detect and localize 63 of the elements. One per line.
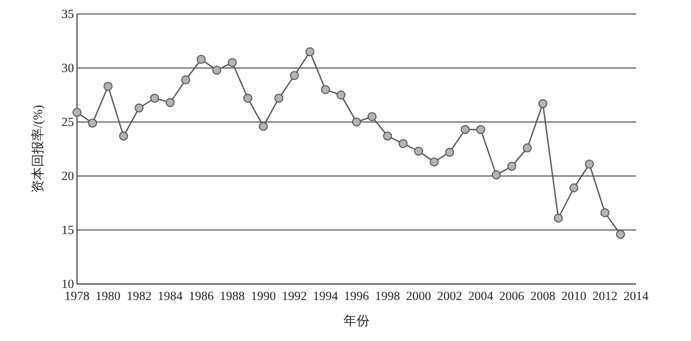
x-tick-label: 1978 [64, 289, 90, 303]
point [104, 82, 113, 91]
point [492, 170, 501, 180]
point [290, 71, 299, 80]
point [134, 103, 144, 112]
point [383, 132, 392, 141]
y-axis-title: 资本回报率/(%) [30, 104, 45, 194]
point [538, 99, 548, 108]
point [305, 47, 314, 56]
x-tick-label: 1988 [220, 289, 245, 303]
x-tick-label: 1982 [126, 289, 152, 303]
point [258, 122, 268, 131]
point [507, 162, 516, 171]
x-tick-label: 2002 [437, 289, 462, 303]
point [414, 146, 424, 156]
point [398, 139, 408, 148]
point [150, 94, 160, 103]
x-tick-label: 2012 [592, 289, 618, 303]
x-tick-label: 2008 [530, 289, 556, 303]
x-tick-label: 2000 [406, 289, 432, 303]
point [72, 108, 82, 117]
point [368, 112, 377, 122]
x-tick-label: 2006 [499, 289, 524, 303]
x-tick-label: 1984 [158, 289, 184, 303]
point [476, 125, 486, 134]
point [212, 66, 222, 75]
x-tick-label: 2010 [561, 289, 586, 303]
point [196, 54, 206, 64]
x-tick-label: 1980 [96, 289, 121, 303]
y-tick-label: 15 [62, 223, 74, 237]
point [460, 125, 470, 134]
x-tick-label: 1990 [250, 289, 276, 303]
y-tick-label: 20 [62, 169, 74, 183]
point [616, 230, 625, 239]
point [320, 85, 330, 94]
x-tick-label: 2004 [468, 289, 494, 303]
point [522, 143, 532, 152]
point [569, 183, 578, 192]
point [181, 75, 190, 84]
x-tick-label: 1996 [344, 289, 369, 303]
x-axis-title: 年份 [344, 313, 370, 328]
point [274, 94, 284, 103]
point [584, 160, 594, 169]
point [600, 208, 610, 218]
y-tick-label: 25 [62, 115, 74, 129]
point [243, 94, 252, 103]
point [445, 148, 454, 157]
point [166, 98, 175, 108]
x-tick-label: 1994 [312, 289, 339, 303]
y-tick-label: 10 [62, 277, 74, 291]
x-tick-label: 1992 [282, 289, 307, 303]
point [430, 157, 439, 166]
point [352, 118, 361, 126]
x-tick-label: 1986 [188, 289, 214, 303]
point [88, 118, 98, 128]
x-tick-label: 2014 [624, 289, 650, 303]
y-tick-label: 35 [62, 7, 74, 21]
x-tick-label: 1998 [375, 289, 400, 303]
point [228, 58, 237, 68]
point [336, 90, 346, 100]
point [119, 132, 128, 141]
y-tick-label: 30 [62, 61, 74, 75]
point [554, 214, 563, 223]
